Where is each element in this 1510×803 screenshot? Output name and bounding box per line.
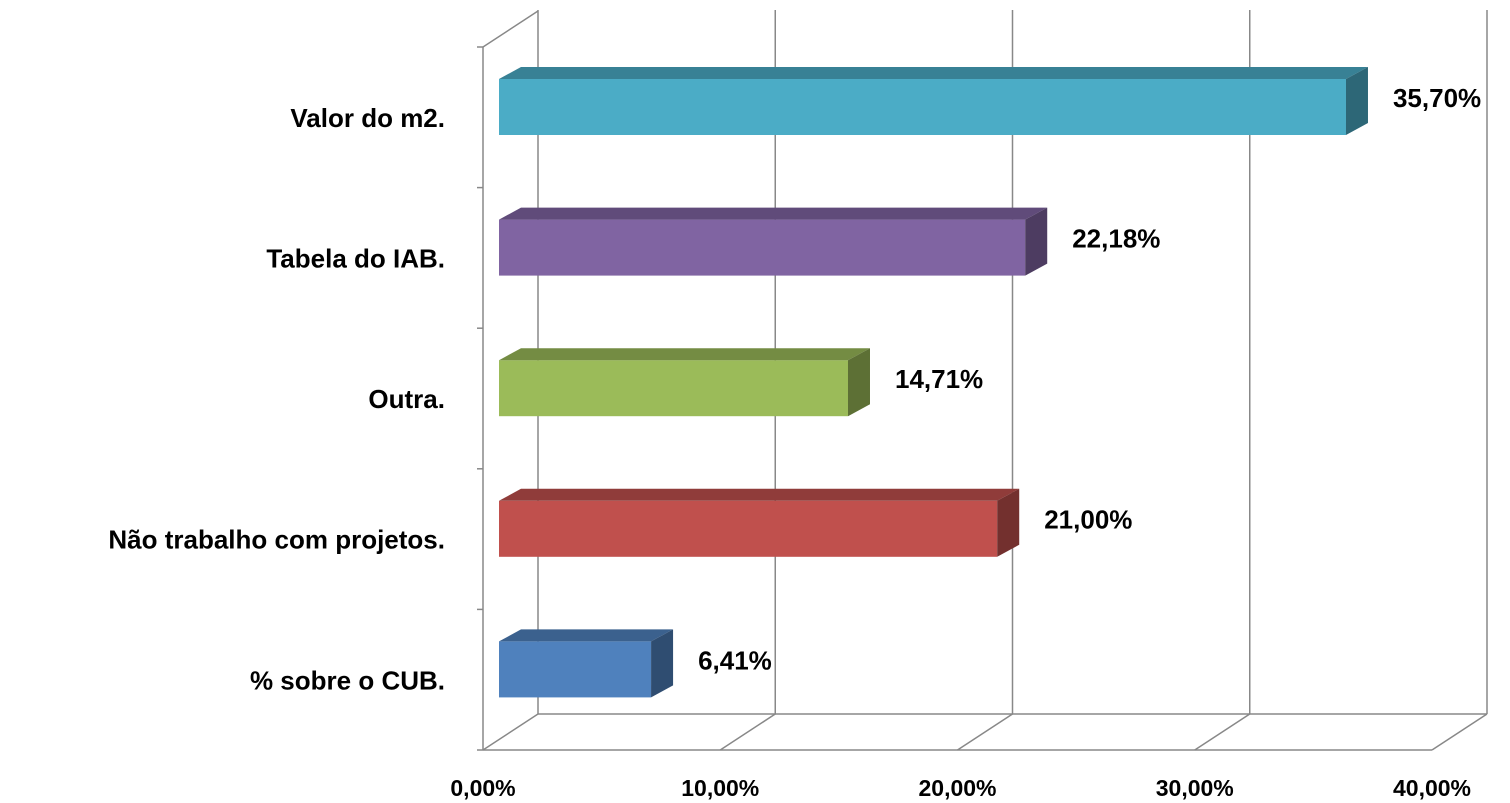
category-label: % sobre o CUB. xyxy=(250,665,445,695)
bar xyxy=(499,641,652,698)
bar-top xyxy=(499,67,1368,79)
bar-side xyxy=(847,348,870,417)
category-label: Valor do m2. xyxy=(290,103,445,133)
bar-side xyxy=(651,629,674,698)
x-tick-label: 10,00% xyxy=(681,775,759,801)
bar xyxy=(499,500,998,557)
value-label: 22,18% xyxy=(1072,223,1160,253)
category-label: Outra. xyxy=(368,384,445,414)
bar-side xyxy=(1025,207,1048,276)
bar-side xyxy=(997,488,1020,557)
grid-line xyxy=(1194,713,1251,751)
grid-line xyxy=(482,713,539,751)
x-tick-label: 0,00% xyxy=(450,775,515,801)
bar-top xyxy=(499,488,1020,501)
bar-top xyxy=(499,348,870,361)
bar-top xyxy=(499,207,1048,220)
category-label: Não trabalho com projetos. xyxy=(108,525,445,555)
category-label: Tabela do IAB. xyxy=(266,243,445,273)
value-label: 35,70% xyxy=(1393,83,1481,113)
grid-line xyxy=(957,713,1013,751)
x-tick-label: 30,00% xyxy=(1156,775,1234,801)
value-label: 6,41% xyxy=(698,645,772,675)
x-tick-label: 40,00% xyxy=(1393,775,1471,801)
bar xyxy=(499,79,1346,135)
value-label: 14,71% xyxy=(895,364,983,394)
grid-line xyxy=(1431,713,1488,751)
bar-top xyxy=(499,629,674,642)
value-label: 21,00% xyxy=(1044,505,1132,535)
axis-line xyxy=(482,10,539,48)
grid-line xyxy=(719,713,776,751)
bar-side xyxy=(1345,67,1368,135)
x-tick-label: 20,00% xyxy=(918,775,996,801)
bar xyxy=(499,219,1026,276)
bar xyxy=(499,360,848,417)
